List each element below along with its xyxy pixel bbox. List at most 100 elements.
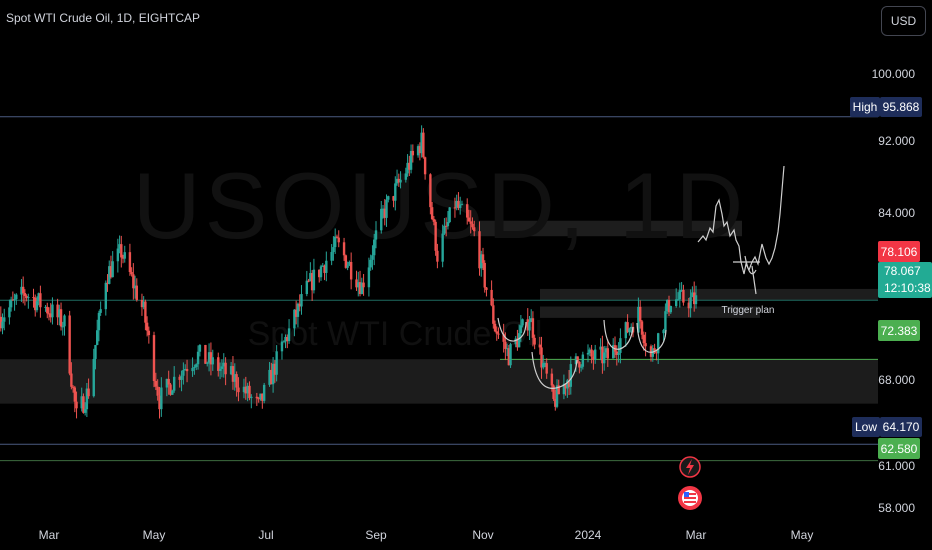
candle-body <box>293 309 296 329</box>
candle <box>235 371 238 397</box>
candle <box>624 321 627 347</box>
candle <box>224 357 227 386</box>
candle <box>218 362 222 380</box>
candle <box>662 328 665 342</box>
candle <box>111 251 114 278</box>
candle <box>135 278 138 302</box>
candle <box>220 359 224 378</box>
candle <box>206 361 209 367</box>
candle <box>436 243 439 269</box>
currency-button[interactable]: USD <box>881 6 926 36</box>
candle-body <box>75 401 78 409</box>
price-tick-label: 100.000 <box>872 67 916 81</box>
candle <box>675 288 678 308</box>
price-axis[interactable]: 100.000 92.000 84.000 68.000 61.000 58.0… <box>872 67 916 515</box>
candle <box>653 343 656 355</box>
candle <box>144 299 147 331</box>
candle <box>590 344 593 364</box>
candle-body <box>592 356 595 360</box>
candle-body <box>83 409 87 413</box>
candle <box>0 306 3 332</box>
candle <box>392 195 395 208</box>
candle-body <box>436 250 439 262</box>
candle-body <box>25 295 28 299</box>
candle <box>342 237 346 261</box>
candle-body <box>675 299 678 307</box>
candle <box>444 217 448 237</box>
candle-body <box>418 146 422 154</box>
candle-body <box>642 334 645 344</box>
candle <box>385 194 388 227</box>
candle <box>133 275 137 299</box>
candle-body <box>182 370 185 376</box>
candle-body <box>39 293 42 308</box>
candle <box>193 364 196 375</box>
candle <box>255 392 259 406</box>
candle <box>455 194 458 211</box>
candle-body <box>271 363 275 385</box>
candle <box>481 247 485 271</box>
candle-body <box>82 396 85 413</box>
high-tag-label: High <box>853 100 878 114</box>
price-tick-label: 92.000 <box>878 134 915 148</box>
candle-body <box>218 368 222 371</box>
candle <box>592 350 595 370</box>
candle <box>387 195 390 203</box>
candle-body <box>460 204 464 206</box>
candle-body <box>628 328 631 333</box>
candle <box>191 357 194 377</box>
candle-body <box>380 208 383 231</box>
candle-body <box>360 282 364 294</box>
time-axis[interactable]: Mar May Jul Sep Nov 2024 Mar May <box>39 528 814 542</box>
trigger-plan-label: Trigger plan <box>722 305 775 316</box>
candle-body <box>349 261 353 280</box>
time-tick-label: Mar <box>686 528 707 542</box>
candle-body <box>8 307 11 318</box>
candle-body <box>233 374 236 382</box>
candle-body <box>446 222 450 227</box>
candle-body <box>612 345 615 359</box>
candle <box>211 349 214 371</box>
support-tag-value: 72.383 <box>881 324 918 338</box>
candle <box>369 254 372 271</box>
candle <box>71 385 75 393</box>
candle-body <box>626 322 629 333</box>
candle-body <box>332 247 335 253</box>
candle-body <box>94 344 97 359</box>
candle-body <box>147 330 151 336</box>
candle-body <box>599 346 602 350</box>
candle <box>395 169 399 186</box>
candle-body <box>287 328 291 342</box>
time-tick-label: Jul <box>258 528 273 542</box>
candle <box>554 389 557 411</box>
candle-body <box>448 207 451 223</box>
candle-body <box>220 366 224 369</box>
support-tag: 72.383 <box>878 320 920 341</box>
candle-body <box>0 316 3 329</box>
candle-body <box>158 395 161 410</box>
candle <box>128 243 132 276</box>
candle <box>628 327 631 336</box>
candle <box>257 396 260 403</box>
candle <box>640 320 644 340</box>
candle <box>473 220 476 237</box>
low-tag-label: Low <box>855 420 877 434</box>
candle-body <box>455 200 458 208</box>
candle-body <box>169 384 172 395</box>
candle-body <box>23 293 27 296</box>
candle-body <box>211 357 214 365</box>
us-flag-event-icon[interactable] <box>678 486 702 510</box>
candle <box>85 382 89 418</box>
candle-body <box>669 306 672 313</box>
lightning-event-icon[interactable] <box>679 456 701 478</box>
candle-body <box>97 312 101 331</box>
candle-body <box>209 352 213 365</box>
candle-body <box>118 244 121 249</box>
candle <box>411 144 415 163</box>
candle <box>109 255 113 279</box>
candle-body <box>443 225 446 234</box>
candle <box>380 200 383 234</box>
resistance-tag: 78.106 <box>878 241 920 262</box>
candle-body <box>323 265 326 273</box>
